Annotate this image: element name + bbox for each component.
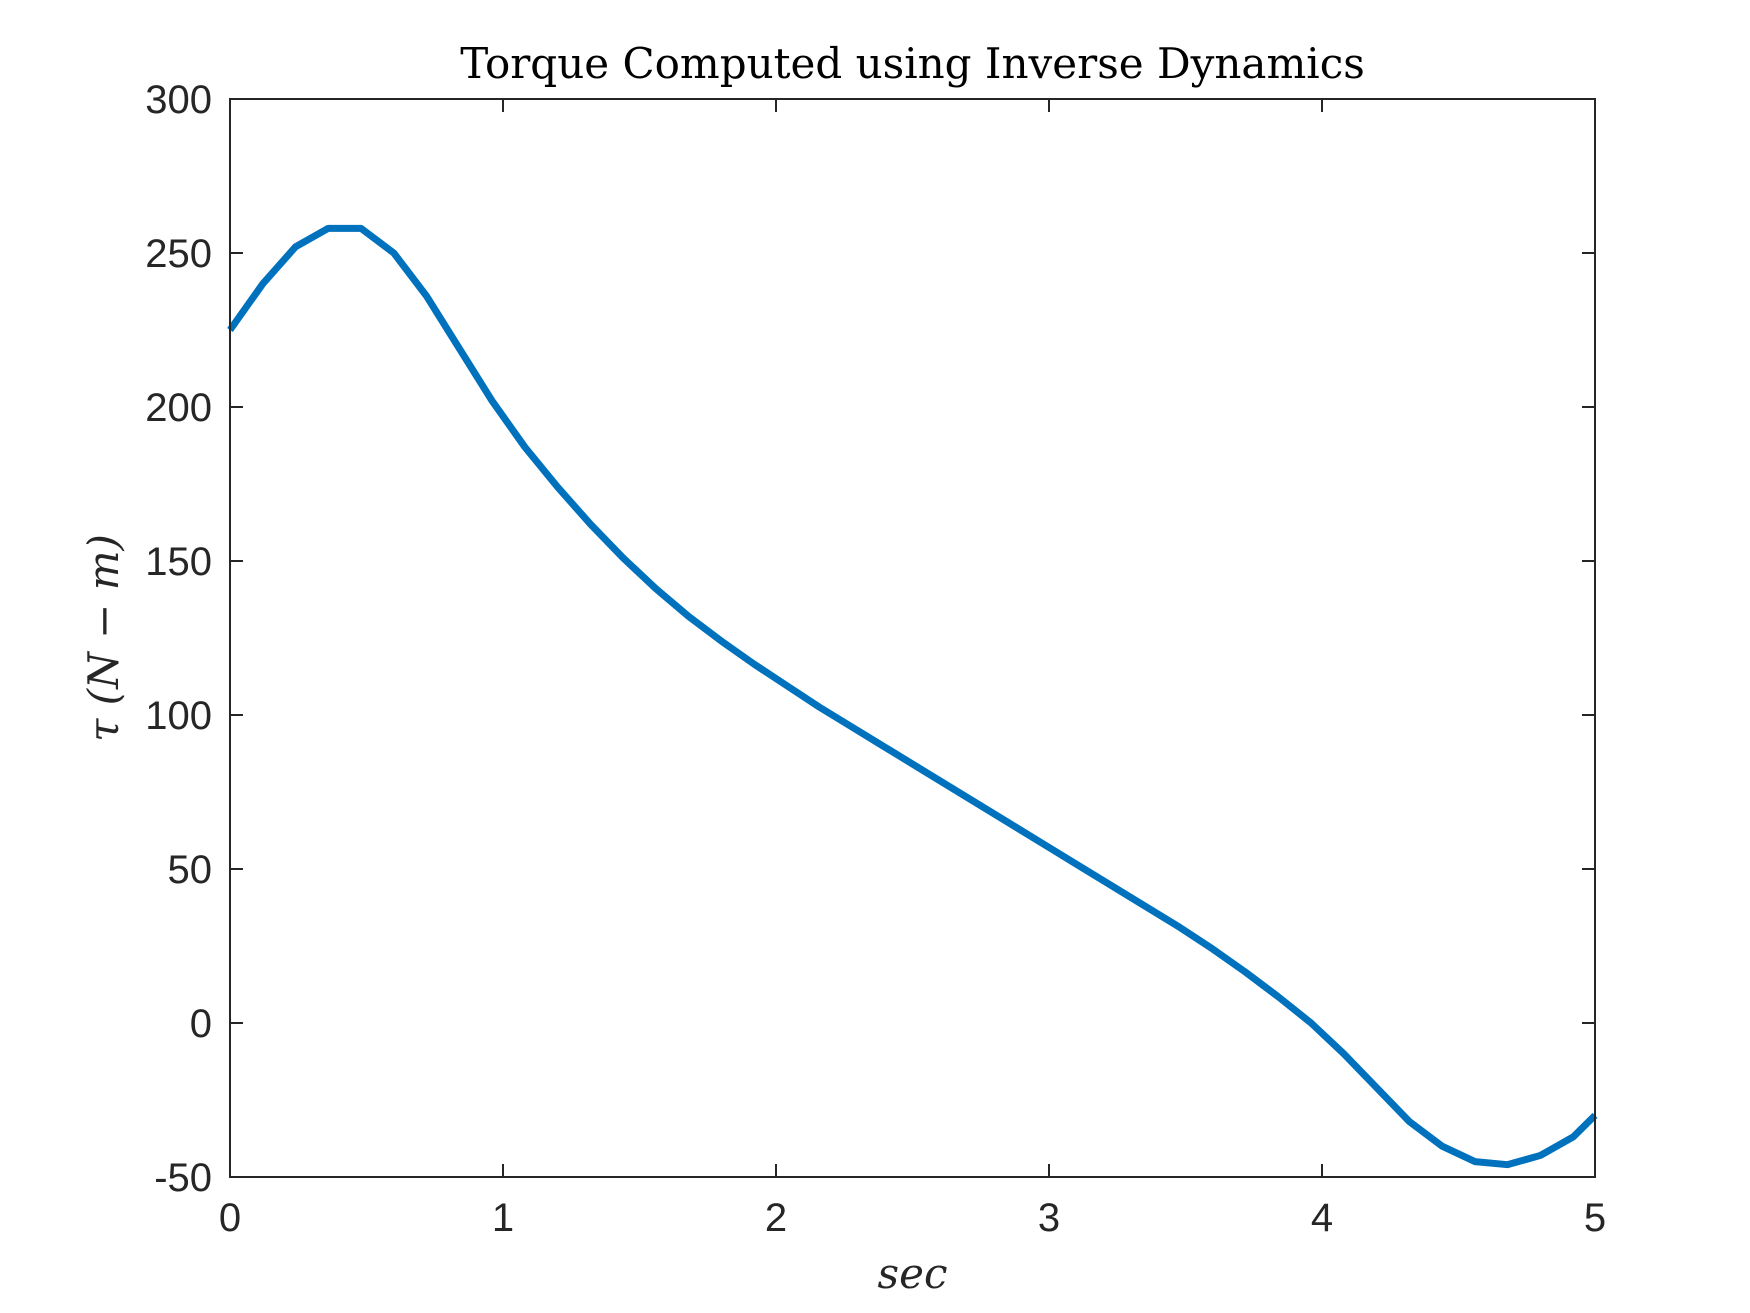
chart-title: Torque Computed using Inverse Dynamics bbox=[460, 39, 1365, 88]
y-tick-label: 250 bbox=[145, 232, 212, 276]
x-tick-label: 2 bbox=[765, 1196, 787, 1240]
y-axis-ticks: -50 0 50 100 150 200 250 300 bbox=[145, 78, 1595, 1200]
y-tick-label: -50 bbox=[154, 1156, 212, 1200]
y-tick-label: 150 bbox=[145, 540, 212, 584]
series-layer bbox=[227, 224, 1598, 1169]
plot-area bbox=[230, 99, 1595, 1177]
series-line-0 bbox=[227, 224, 1598, 1169]
x-tick-label: 1 bbox=[492, 1196, 514, 1240]
y-tick-label: 200 bbox=[145, 386, 212, 430]
x-tick-label: 3 bbox=[1038, 1196, 1060, 1240]
y-tick-label: 0 bbox=[190, 1002, 212, 1046]
axes-box bbox=[229, 98, 1596, 1178]
x-tick-label: 0 bbox=[219, 1196, 241, 1240]
x-axis-label: sec bbox=[878, 1249, 948, 1298]
y-tick-label: 100 bbox=[145, 694, 212, 738]
y-axis-label: τ (N − m) bbox=[79, 534, 128, 742]
x-tick-label: 5 bbox=[1584, 1196, 1606, 1240]
x-tick-label: 4 bbox=[1311, 1196, 1333, 1240]
y-tick-label: 50 bbox=[168, 848, 213, 892]
y-tick-label: 300 bbox=[145, 78, 212, 122]
